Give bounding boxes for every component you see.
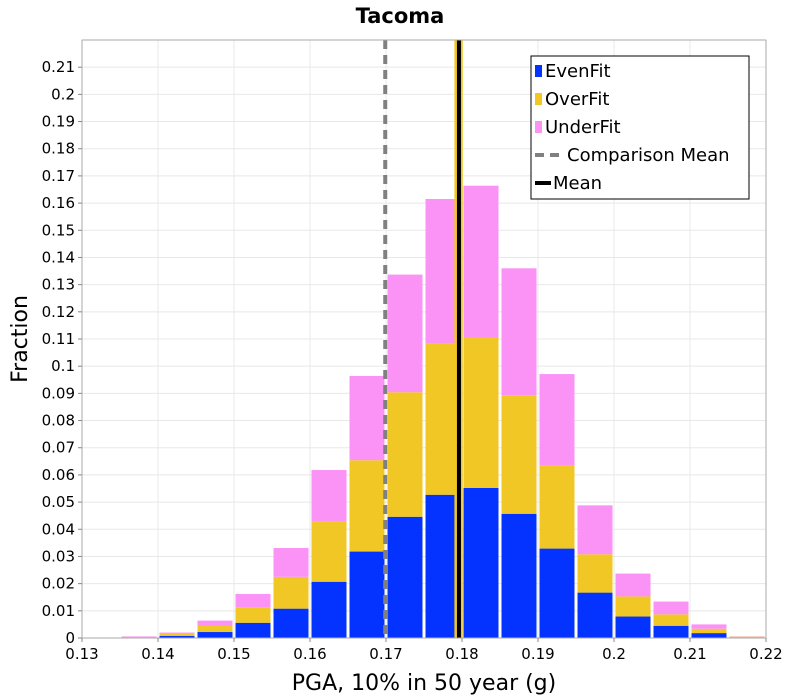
x-tick-label-9: 0.22 [749,645,782,663]
bar-evenfit-5 [273,608,309,638]
bar-underfit-8 [387,274,423,393]
bar-evenfit-10 [463,487,499,638]
y-tick-label-9: 0.09 [42,384,75,402]
bar-overfit-16 [691,628,727,634]
legend-label-comparison-mean: Comparison Mean [567,145,730,166]
y-tick-label-1: 0.01 [42,602,75,620]
legend-label-mean: Mean [553,173,602,194]
bar-underfit-1 [121,636,157,637]
bar-overfit-13 [577,554,613,593]
y-tick-label-18: 0.18 [42,140,75,158]
bar-overfit-6 [311,521,347,582]
bar-underfit-6 [311,470,347,522]
x-tick-label-0: 0.13 [65,645,98,663]
y-tick-label-14: 0.14 [42,248,75,266]
bar-overfit-4 [235,607,271,623]
x-axis-label: PGA, 10% in 50 year (g) [292,671,556,696]
bar-overfit-8 [387,392,423,517]
x-tick-label-7: 0.2 [602,645,626,663]
bar-overfit-14 [615,596,651,617]
bar-evenfit-12 [539,548,575,638]
y-axis-label: Fraction [8,295,33,383]
bar-overfit-15 [653,614,689,626]
y-tick-label-10: 0.1 [51,357,75,375]
legend-label-overfit: OverFit [545,89,609,110]
bar-overfit-2 [159,633,195,636]
bar-evenfit-8 [387,516,423,638]
x-tick-label-2: 0.15 [217,645,250,663]
x-tick-label-6: 0.19 [521,645,554,663]
bar-overfit-17 [729,636,765,638]
bar-evenfit-15 [653,625,689,638]
y-tick-label-6: 0.06 [42,466,75,484]
chart-title: Tacoma [356,4,445,28]
legend-swatch-overfit [535,93,542,105]
legend-label-evenfit: EvenFit [545,61,611,82]
bar-evenfit-4 [235,622,271,638]
bar-underfit-11 [501,268,537,396]
y-tick-label-16: 0.16 [42,194,75,212]
bar-underfit-12 [539,374,575,466]
y-tick-label-20: 0.2 [51,85,75,103]
y-tick-label-12: 0.12 [42,303,75,321]
bars [121,185,765,638]
bar-overfit-5 [273,576,309,609]
y-tick-label-8: 0.08 [42,412,75,430]
bar-underfit-2 [159,632,195,634]
legend-swatch-evenfit [535,65,542,77]
bar-overfit-3 [197,625,233,633]
bar-overfit-1 [121,636,157,638]
bar-overfit-10 [463,337,499,488]
y-tick-label-13: 0.13 [42,276,75,294]
reference-lines [383,40,463,638]
legend: EvenFit OverFit UnderFit Comparison Mean Mea… [530,55,750,200]
bar-underfit-10 [463,185,499,338]
bar-evenfit-11 [501,513,537,638]
bar-underfit-5 [273,548,309,577]
legend-label-underfit: UnderFit [545,117,621,138]
y-tick-label-3: 0.03 [42,547,75,565]
bar-overfit-12 [539,465,575,549]
bar-evenfit-14 [615,616,651,638]
bar-overfit-11 [501,395,537,514]
tick-labels: 0.13 0.14 0.15 0.16 0.17 0.18 0.19 0.2 0.21 0.22 0… [42,58,783,663]
bar-underfit-4 [235,593,271,608]
bar-underfit-15 [653,601,689,615]
y-tick-label-4: 0.04 [42,520,75,538]
legend-swatch-underfit [535,121,542,133]
y-tick-label-19: 0.19 [42,113,75,131]
bar-overfit-7 [349,460,385,552]
bar-evenfit-2 [159,635,195,638]
bar-evenfit-3 [197,632,233,638]
bar-evenfit-13 [577,592,613,638]
x-tick-label-8: 0.21 [673,645,706,663]
bar-evenfit-6 [311,581,347,638]
x-tick-label-1: 0.14 [141,645,174,663]
y-tick-label-15: 0.15 [42,221,75,239]
y-tick-label-17: 0.17 [42,167,75,185]
y-tick-label-7: 0.07 [42,439,75,457]
x-tick-label-5: 0.18 [445,645,478,663]
bar-underfit-14 [615,573,651,597]
bar-evenfit-16 [691,633,727,638]
y-tick-label-11: 0.11 [42,330,75,348]
x-tick-label-4: 0.17 [369,645,402,663]
bar-underfit-3 [197,620,233,626]
y-tick-label-5: 0.05 [42,493,75,511]
y-tick-label-0: 0 [65,629,75,647]
bar-evenfit-7 [349,551,385,638]
bar-underfit-16 [691,624,727,629]
x-tick-label-3: 0.16 [293,645,326,663]
bar-underfit-13 [577,505,613,555]
bar-underfit-7 [349,375,385,461]
legend-box [530,55,750,200]
y-tick-label-2: 0.02 [42,575,75,593]
y-tick-label-21: 0.21 [42,58,75,76]
